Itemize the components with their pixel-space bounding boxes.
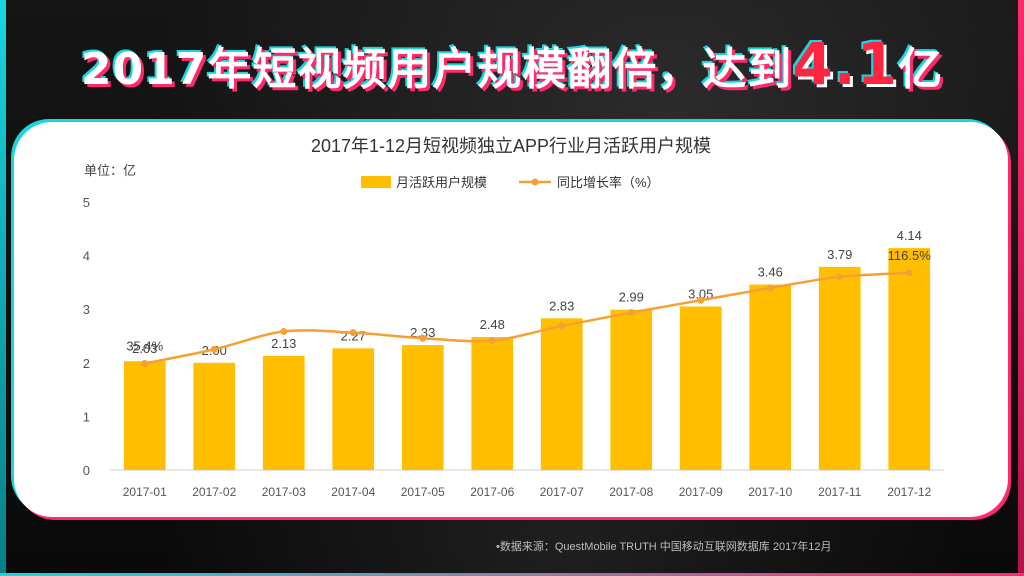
y-tick-label: 1	[83, 409, 90, 424]
x-tick-label: 2017-09	[679, 485, 723, 499]
growth-rate-point	[141, 359, 149, 367]
bar-value-label: 2.83	[549, 298, 574, 313]
y-tick-label: 3	[83, 302, 90, 317]
x-tick-label: 2017-11	[818, 485, 861, 499]
x-tick-label: 2017-04	[331, 485, 375, 499]
legend-line-marker	[531, 178, 539, 186]
left-accent-edge	[0, 0, 6, 576]
legend: 月活跃用户规模 同比增长率（%）	[361, 175, 660, 190]
growth-rate-labels: 35.4% 116.5%	[126, 248, 931, 354]
growth-rate-point	[210, 345, 218, 353]
growth-rate-label: 116.5%	[888, 248, 932, 263]
growth-rate-markers	[141, 269, 913, 367]
bar	[123, 361, 166, 470]
growth-rate-label: 35.4%	[126, 338, 163, 353]
x-tick-label: 2017-07	[540, 485, 584, 499]
chart-card: 2017年1-12月短视频独立APP行业月活跃用户规模 单位：亿 月活跃用户规模…	[14, 122, 1008, 517]
y-tick-label: 5	[83, 195, 90, 210]
bar	[679, 306, 722, 470]
bar-value-label: 2.48	[480, 317, 505, 332]
bar-value-label: 2.03	[132, 341, 157, 356]
growth-rate-point	[488, 336, 496, 344]
chart-title: 2017年1-12月短视频独立APP行业月活跃用户规模	[311, 136, 711, 156]
x-axis-tick-labels: 2017-01 2017-02 2017-03 2017-04 2017-05 2017-…	[123, 485, 932, 499]
bar-value-label: 4.14	[897, 228, 922, 243]
x-tick-label: 2017-08	[609, 485, 653, 499]
bar	[888, 248, 931, 470]
right-accent-edge	[1018, 0, 1024, 576]
y-axis: 0 1 2 3 4 5	[83, 195, 90, 478]
bar-value-label: 3.79	[827, 247, 852, 262]
bottom-accent-edge	[0, 573, 1024, 576]
growth-rate-line	[144, 271, 910, 365]
growth-rate-point	[627, 309, 635, 317]
bar-value-label: 3.46	[758, 265, 783, 280]
x-tick-label: 2017-10	[748, 485, 792, 499]
y-tick-label: 2	[83, 356, 90, 371]
x-tick-label: 2017-03	[262, 485, 306, 499]
headline-highlight-number: 4.1	[792, 30, 899, 98]
bar-value-label: 2.13	[271, 336, 296, 351]
growth-rate-point	[836, 273, 844, 281]
chart: 2017年1-12月短视频独立APP行业月活跃用户规模 单位：亿 月活跃用户规模…	[83, 136, 944, 499]
x-tick-label: 2017-02	[192, 485, 236, 499]
bar-value-label: 2.33	[410, 325, 435, 340]
headline-suffix: 亿	[898, 44, 944, 95]
y-tick-label: 0	[83, 463, 90, 478]
growth-rate-point	[280, 328, 288, 336]
bar	[471, 337, 514, 470]
data-source-note: •数据来源：QuestMobile TRUTH 中国移动互联网数据库 2017年…	[496, 541, 832, 553]
growth-rate-point	[905, 269, 913, 277]
headline-prefix: 2017年短视频用户规模翻倍，达到	[80, 44, 793, 95]
bar	[610, 309, 653, 470]
slide-headline: 2017年短视频用户规模翻倍，达到4.1亿	[0, 30, 1024, 98]
growth-rate-point	[558, 322, 566, 330]
x-tick-label: 2017-06	[470, 485, 514, 499]
bar	[332, 348, 375, 470]
x-tick-label: 2017-12	[887, 485, 931, 499]
bar	[818, 266, 861, 470]
bar	[193, 362, 236, 470]
bar-value-label: 2.99	[619, 290, 644, 305]
bar	[749, 284, 792, 470]
bar-value-labels: 2.032.002.132.272.332.482.832.993.053.46…	[132, 228, 922, 358]
bar	[262, 355, 305, 470]
x-tick-label: 2017-01	[123, 485, 167, 499]
bar	[540, 318, 583, 470]
legend-bar-swatch	[361, 176, 391, 188]
legend-bar-label: 月活跃用户规模	[396, 175, 487, 190]
legend-line-label: 同比增长率（%）	[557, 175, 660, 190]
bar-series	[123, 248, 931, 470]
growth-rate-point	[419, 334, 427, 342]
bar	[401, 345, 444, 470]
growth-rate-point	[349, 329, 357, 337]
growth-rate-point	[697, 296, 705, 304]
y-axis-unit-label: 单位：亿	[84, 163, 136, 178]
x-tick-label: 2017-05	[401, 485, 445, 499]
bar-value-label: 3.05	[688, 287, 713, 302]
y-tick-label: 4	[83, 249, 90, 264]
growth-rate-point	[766, 284, 774, 292]
